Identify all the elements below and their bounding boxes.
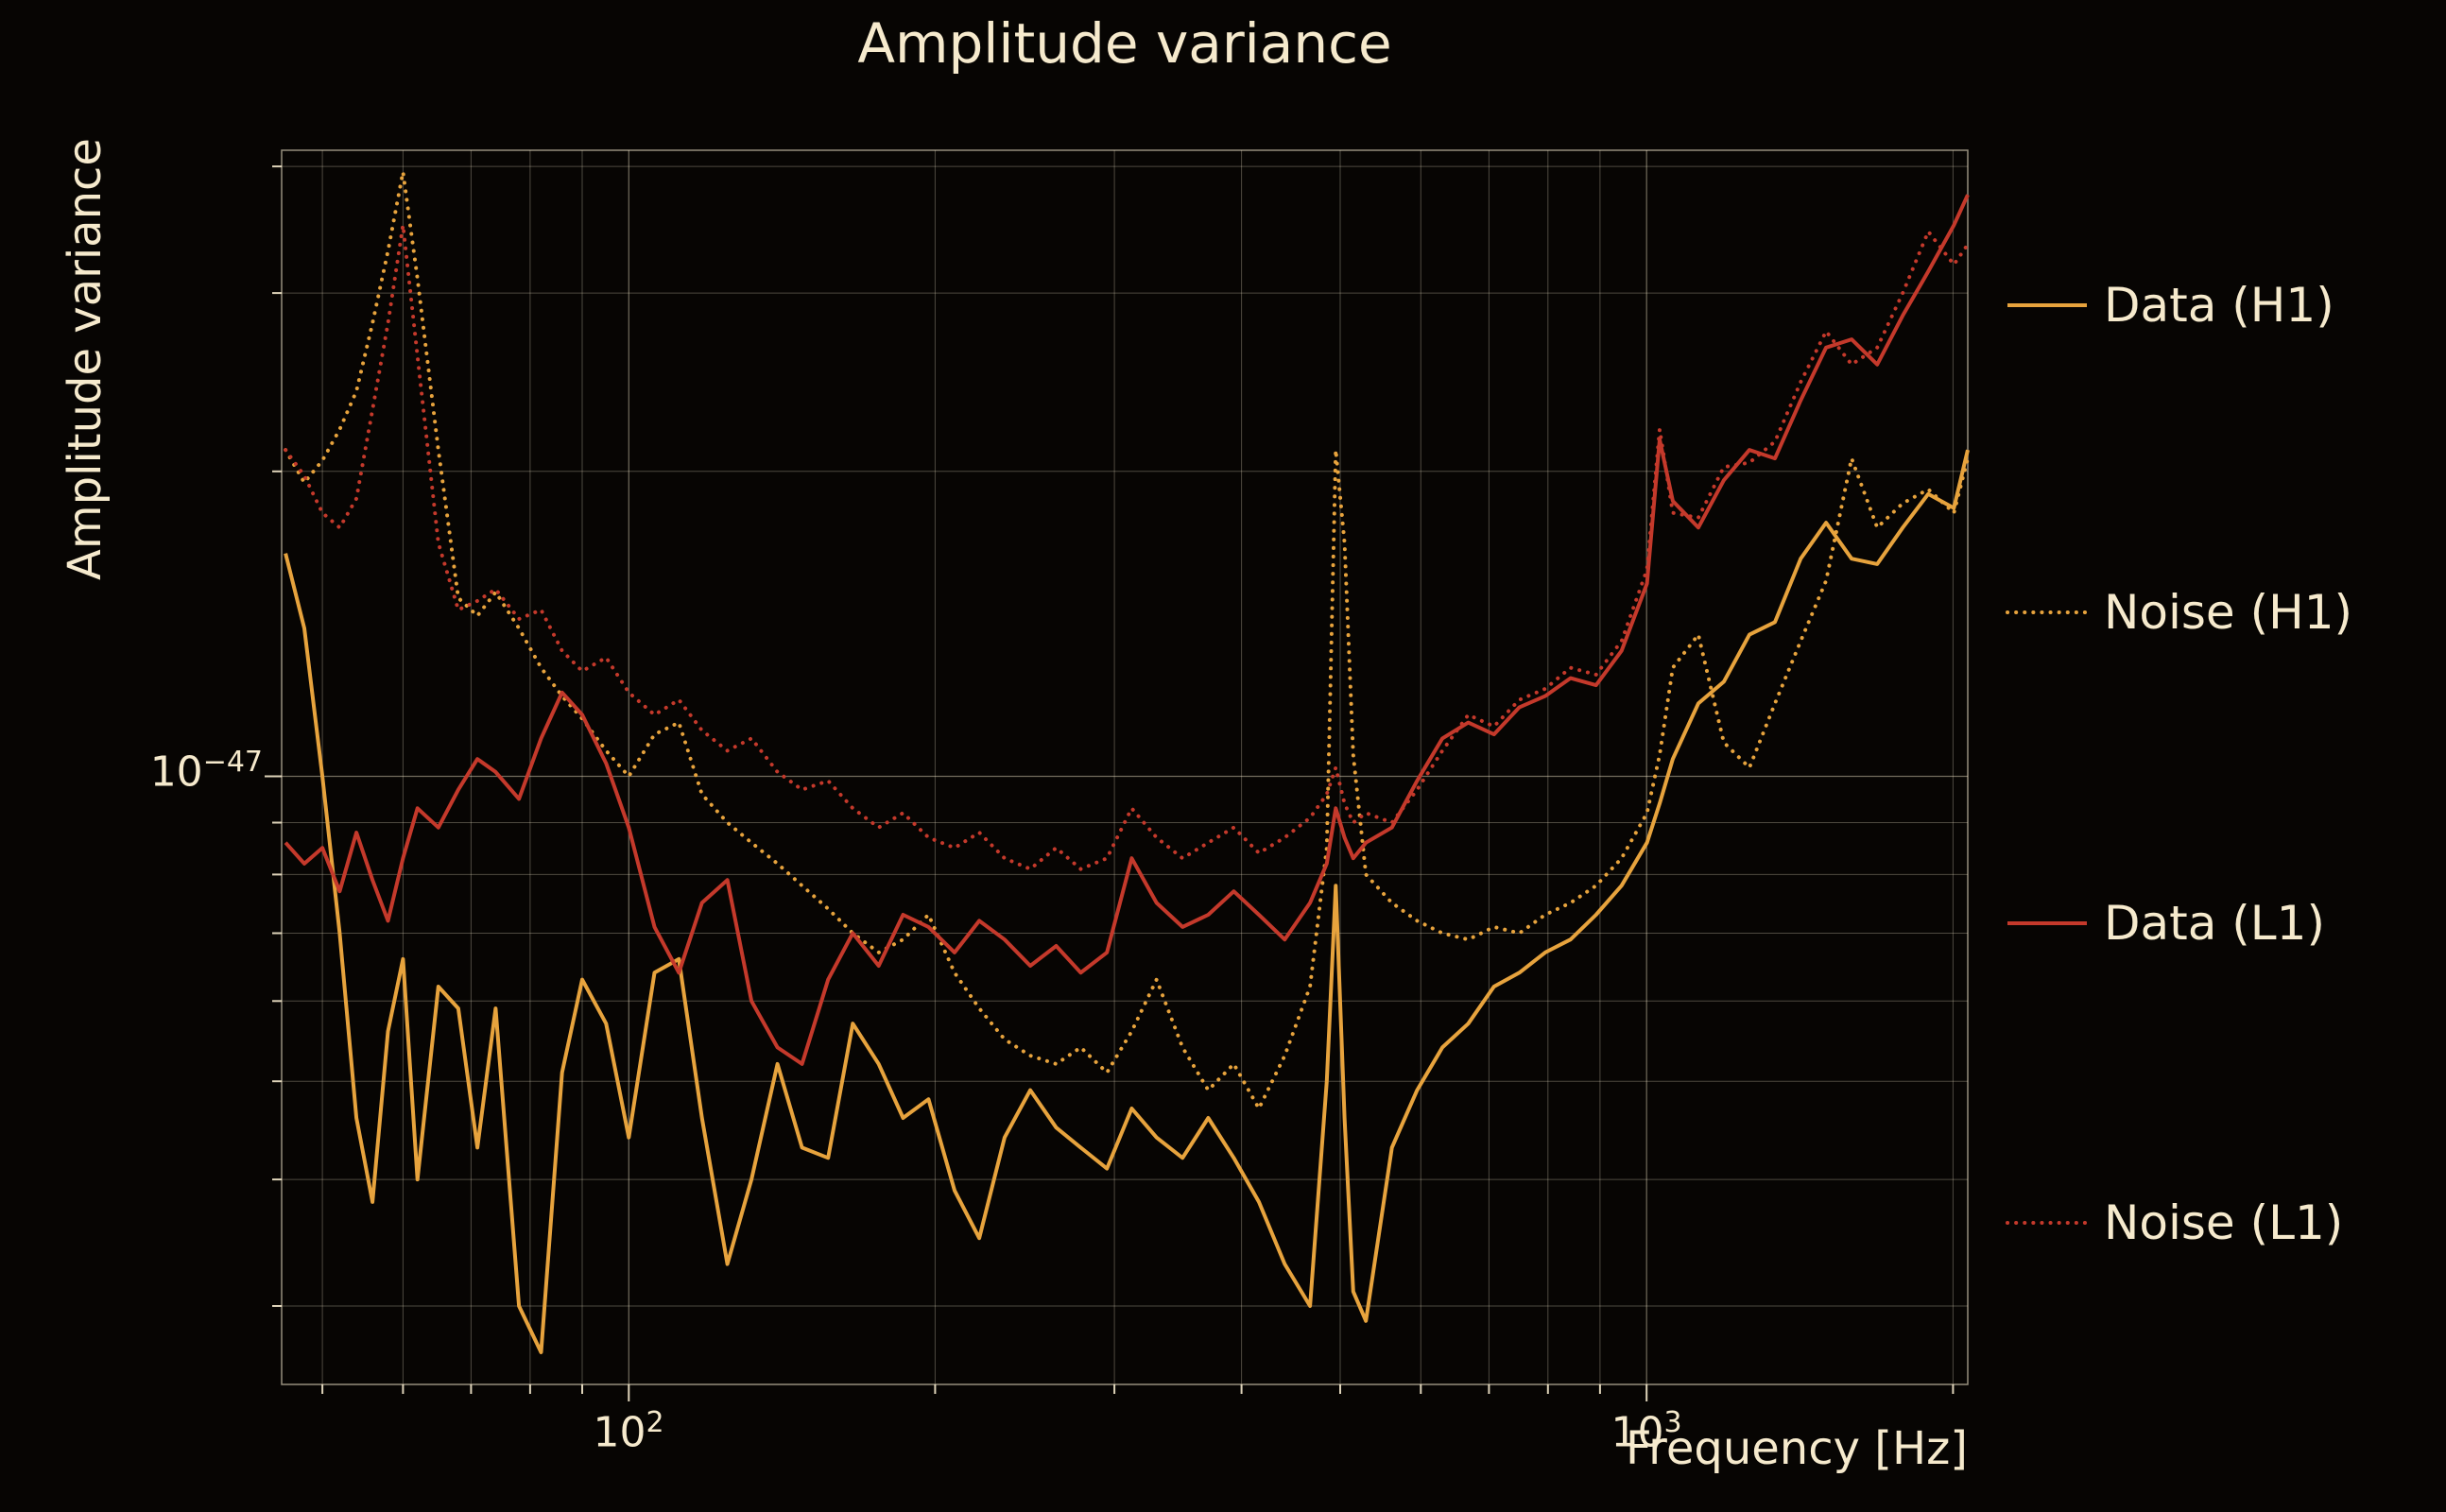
legend-label: Data (H1) (2104, 278, 2334, 333)
series-noise-l1 (284, 223, 1970, 871)
legend-label: Noise (L1) (2104, 1195, 2344, 1250)
legend-label: Noise (H1) (2104, 585, 2353, 640)
legend-line-sample-noise-h1 (2006, 610, 2089, 614)
legend-entry-noise-h1: Noise (H1) (2006, 585, 2353, 640)
legend-line-sample-data-l1 (2007, 921, 2087, 925)
legend-entry-data-l1: Data (L1) (2006, 896, 2325, 951)
legend-entry-noise-l1: Noise (L1) (2006, 1195, 2344, 1250)
series-noise-h1 (284, 170, 1970, 1110)
y-axis-label: Amplitude variance (59, 138, 112, 580)
legend-line-sample-data-h1 (2007, 303, 2087, 307)
legend: Data (H1) Noise (H1) Data (L1) Noise (L1… (1994, 0, 2438, 1512)
data-series (284, 170, 1970, 1354)
x-axis-label: Frequency [Hz] (1626, 1422, 1968, 1475)
y-tick-label-1e-47: 10−47 (149, 746, 263, 797)
x-tick-label-1e2: 102 (593, 1406, 664, 1457)
gridlines (281, 149, 1969, 1385)
legend-line-sample-noise-l1 (2006, 1221, 2089, 1225)
series-data-h1 (284, 449, 1970, 1354)
axis-ticks (265, 165, 1955, 1401)
legend-entry-data-h1: Data (H1) (2006, 278, 2334, 333)
chart-title: Amplitude variance (857, 11, 1392, 76)
legend-label: Data (L1) (2104, 896, 2325, 951)
x-tick-label-1e3: 103 (1611, 1406, 1682, 1457)
